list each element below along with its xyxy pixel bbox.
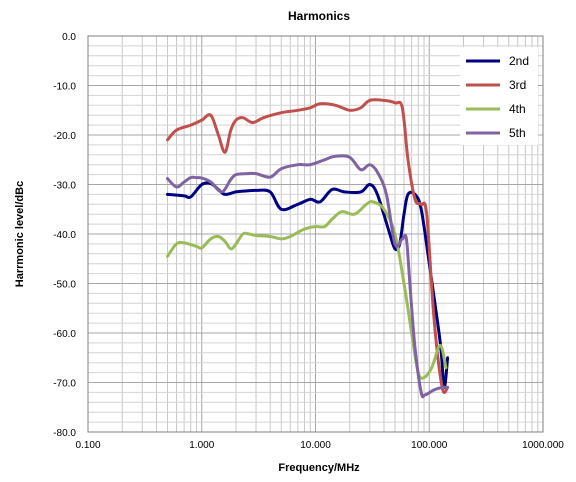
series-line-4th bbox=[166, 200, 448, 380]
series-line-3rd bbox=[166, 98, 450, 394]
chart-title: Harmonics bbox=[288, 9, 350, 23]
x-axis-ticks: 0.100 1.000 10.000 100.000 1000.000 bbox=[75, 440, 564, 451]
x-axis-label: Frequency/MHz bbox=[278, 462, 360, 474]
y-tick-label: 0.0 bbox=[62, 32, 76, 43]
grid bbox=[87, 35, 543, 433]
series-lines bbox=[166, 98, 450, 399]
y-tick-label: -10.0 bbox=[53, 82, 76, 93]
y-tick-label: -40.0 bbox=[53, 230, 76, 241]
x-tick-label: 100.000 bbox=[411, 440, 448, 451]
plot-area bbox=[87, 35, 544, 433]
y-tick-label: -60.0 bbox=[53, 329, 76, 340]
x-tick-label: 1000.000 bbox=[522, 440, 564, 451]
x-tick-label: 1.000 bbox=[189, 440, 214, 451]
legend-label-5th: 5th bbox=[509, 126, 526, 140]
y-tick-label: -80.0 bbox=[53, 428, 76, 439]
x-tick-label: 10.000 bbox=[300, 440, 331, 451]
legend-box bbox=[460, 47, 538, 145]
y-tick-label: -30.0 bbox=[53, 181, 76, 192]
y-axis-label: Harrmonic level/dBc bbox=[14, 181, 26, 287]
legend-label-4th: 4th bbox=[509, 102, 526, 116]
series-line-5th bbox=[166, 154, 450, 399]
legend-label-3rd: 3rd bbox=[509, 78, 526, 92]
y-tick-label: -50.0 bbox=[53, 280, 76, 291]
y-axis-ticks: 0.0 -10.0 -20.0 -30.0 -40.0 -50.0 -60.0 -70.0 -8… bbox=[53, 32, 76, 439]
y-tick-label: -70.0 bbox=[53, 379, 76, 390]
x-tick-label: 0.100 bbox=[75, 440, 100, 451]
legend: 2nd 3rd 4th 5th bbox=[460, 47, 538, 145]
y-tick-label: -20.0 bbox=[53, 131, 76, 142]
legend-label-2nd: 2nd bbox=[509, 54, 529, 68]
